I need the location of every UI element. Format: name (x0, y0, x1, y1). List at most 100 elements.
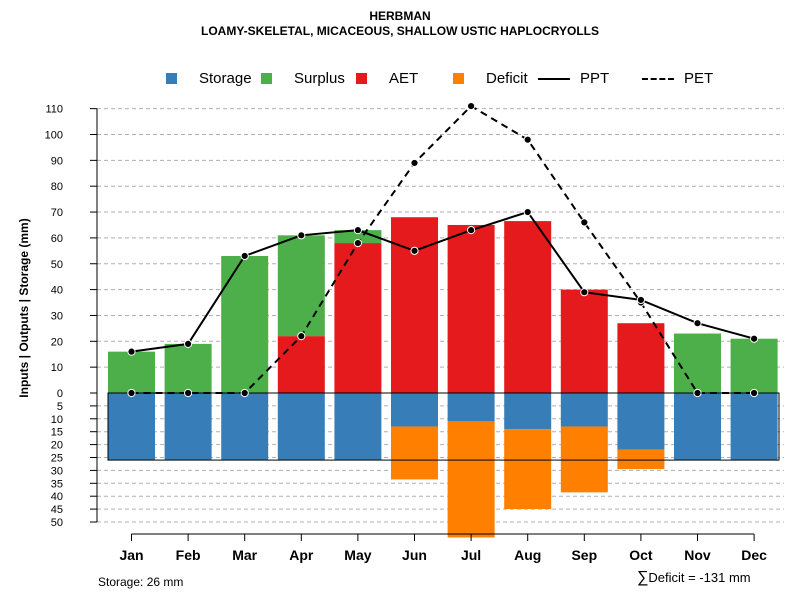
pet-line-point (467, 101, 476, 111)
y-tick-label: 80 (51, 181, 63, 193)
bar-storage-jul (447, 393, 495, 422)
ppt-line-point (184, 339, 193, 348)
y-tick-label: 10 (51, 362, 63, 374)
legend-item-ppt: PPT (538, 70, 609, 87)
x-tick-label-feb: Feb (176, 547, 201, 563)
pet-line-point (353, 238, 362, 248)
pet-line-point (184, 388, 193, 398)
legend-item-aet: AET (356, 70, 418, 87)
legend-item-pet: PET (642, 70, 713, 87)
bar-storage-apr (277, 393, 325, 461)
deficit-total: Deficit = -131 mm (648, 570, 751, 585)
bar-storage-oct (617, 393, 665, 450)
ppt-line-point (467, 226, 476, 235)
bar-aet-jul (447, 224, 495, 393)
pet-line-point (580, 218, 589, 227)
legend-label-surplus: Surplus (294, 70, 345, 87)
legend-line-pet (642, 77, 674, 80)
pet-line-point (127, 388, 136, 398)
bar-storage-mar (221, 393, 269, 461)
x-tick-label-apr: Apr (289, 547, 314, 563)
bar-storage-nov (674, 393, 721, 461)
bar-surplus-feb (164, 343, 212, 393)
bar-surplus-jan (108, 351, 155, 393)
legend-swatch-deficit (453, 73, 464, 84)
chart-title: HERBMAN (369, 9, 431, 23)
y-tick-label: 90 (51, 155, 63, 167)
bar-storage-jan (108, 393, 155, 461)
ppt-line (131, 210, 755, 353)
pet-line-point (240, 388, 249, 398)
ppt-line-point (580, 288, 589, 297)
x-tick-label-jun: Jun (402, 547, 427, 563)
y-tick-label: 25 (51, 453, 63, 465)
pet-line (131, 104, 755, 394)
legend: Storage Surplus AET Deficit PPT PET (0, 70, 800, 90)
y-tick-label: 45 (51, 504, 63, 516)
y-tick-label: 35 (51, 478, 63, 490)
y-axis-label: Inputs | Outputs | Storage (mm) (17, 218, 31, 397)
y-tick-label: 50 (51, 259, 63, 271)
bar-storage-dec (730, 393, 778, 461)
ppt-line-point (353, 226, 362, 235)
ppt-line-point (127, 347, 136, 356)
x-tick-label-jul: Jul (461, 547, 481, 563)
y-tick-label: 50 (51, 517, 63, 529)
y-tick-label: 70 (51, 207, 63, 219)
y-tick-label: 40 (51, 285, 63, 297)
legend-swatch-surplus (261, 73, 272, 84)
legend-swatch-storage (166, 73, 177, 84)
x-tick-label-sep: Sep (571, 547, 597, 563)
pet-line-point (693, 388, 702, 398)
y-tick-label: 100 (45, 130, 63, 142)
storage-note: Storage: 26 mm (98, 575, 184, 589)
y-tick-label: 0 (57, 388, 63, 400)
y-tick-label: 30 (51, 310, 63, 322)
y-tick-label: 110 (45, 104, 63, 116)
y-tick-label: 30 (51, 465, 63, 477)
y-tick-label: 40 (51, 491, 63, 503)
legend-item-deficit: Deficit (453, 70, 528, 87)
pet-line-point (523, 135, 532, 144)
ppt-line-point (750, 334, 759, 343)
ppt-line-point (297, 231, 306, 240)
x-tick-label-dec: Dec (741, 547, 767, 563)
y-tick-label: 5 (57, 401, 63, 413)
pet-line-point (410, 158, 419, 168)
bar-surplus-apr (277, 235, 325, 337)
deficit-note: ∑Deficit = -131 mm (637, 569, 751, 587)
legend-label-ppt: PPT (580, 70, 610, 87)
legend-item-surplus: Surplus (261, 70, 345, 87)
y-tick-label: 20 (51, 440, 63, 452)
bar-storage-jun (391, 393, 438, 427)
bar-aet-apr (277, 336, 325, 393)
bar-surplus-mar (221, 255, 269, 393)
ppt-line-point (693, 319, 702, 328)
legend-label-deficit: Deficit (486, 70, 528, 87)
bar-storage-feb (164, 393, 212, 461)
legend-label-aet: AET (389, 70, 419, 87)
bar-aet-may (334, 243, 382, 393)
x-tick-label-oct: Oct (629, 547, 653, 563)
bar-deficit-oct (617, 449, 665, 470)
bar-deficit-jul (447, 421, 495, 538)
bar-deficit-sep (560, 426, 608, 493)
pet-line-point (297, 332, 306, 341)
bar-surplus-dec (730, 338, 778, 393)
ppt-line-point (523, 207, 532, 217)
ppt-line-point (636, 295, 646, 305)
sum-symbol: ∑ (637, 569, 649, 586)
pet-line-point (750, 388, 759, 398)
storage-capacity-box (107, 392, 780, 461)
legend-swatch-aet (356, 73, 367, 84)
y-tick-label: 60 (51, 233, 63, 245)
bar-aet-oct (617, 323, 665, 393)
bar-surplus-nov (674, 333, 721, 393)
x-tick-label-may: May (344, 547, 371, 563)
bar-deficit-aug (504, 429, 552, 510)
bar-deficit-jun (391, 426, 438, 480)
legend-label-storage: Storage (199, 70, 252, 87)
bar-aet-sep (560, 289, 608, 393)
bar-storage-aug (504, 393, 552, 430)
